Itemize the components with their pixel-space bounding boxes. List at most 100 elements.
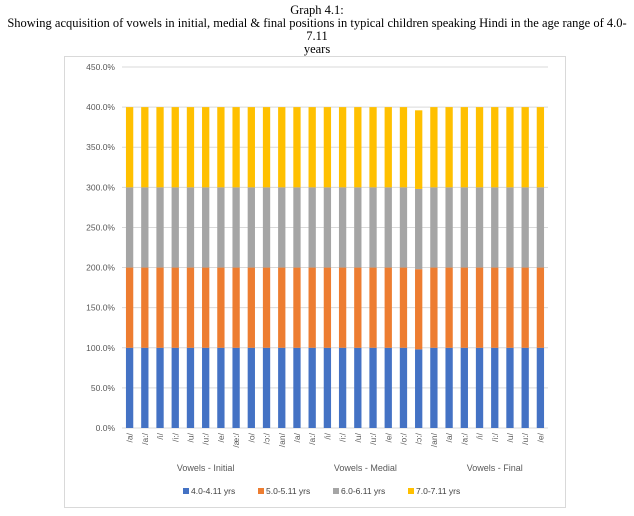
bar-segment <box>445 347 453 428</box>
bar-segment <box>156 347 164 428</box>
y-tick-label: 450.0% <box>86 62 115 72</box>
bar-segment <box>323 107 332 188</box>
bar-segment <box>262 267 271 348</box>
bar-segment <box>536 187 545 268</box>
x-tick-label: /a:/ <box>307 432 317 444</box>
y-tick-label: 150.0% <box>86 303 115 313</box>
bar-segment <box>415 188 423 270</box>
bar-segment <box>125 107 134 188</box>
x-tick-label: /i:/ <box>338 432 348 442</box>
legend-swatch <box>183 488 189 494</box>
bar-segment <box>156 107 164 188</box>
x-tick-label: /a/ <box>125 432 135 442</box>
x-tick-label: /u:/ <box>520 432 530 444</box>
bar-segment <box>171 347 179 428</box>
bar-segment <box>293 107 301 188</box>
bar-segment <box>536 267 545 348</box>
bar-segment <box>323 187 332 268</box>
bar-segment <box>141 187 149 268</box>
bar-segment <box>475 347 484 428</box>
x-tick-label: /i:/ <box>170 432 180 442</box>
legend-label: 6.0-6.11 yrs <box>341 486 385 496</box>
bar-segment <box>384 267 392 348</box>
bar-segment <box>217 347 225 428</box>
bar-segment <box>232 347 240 428</box>
bar-segment <box>445 107 453 188</box>
bar-segment <box>262 107 271 188</box>
bar-segment <box>247 187 255 268</box>
y-tick-label: 350.0% <box>86 142 115 152</box>
bar-segment <box>217 107 225 188</box>
bar-segment <box>354 187 362 268</box>
bar-segment <box>430 107 438 188</box>
x-tick-label: /i/ <box>155 432 165 439</box>
x-tick-label: /e/ <box>535 432 545 442</box>
bar-segment <box>399 347 408 428</box>
x-tick-label: /an/ <box>429 432 439 447</box>
bar-segment <box>262 347 271 428</box>
bar-segment <box>125 187 134 268</box>
bar-segment <box>202 267 210 348</box>
y-tick-label: 100.0% <box>86 343 115 353</box>
x-tick-label: /u:/ <box>201 432 211 444</box>
bar-segment <box>232 107 240 188</box>
bar-segment <box>506 267 514 348</box>
y-tick-label: 400.0% <box>86 102 115 112</box>
bar-segment <box>156 267 164 348</box>
bar-segment <box>506 107 514 188</box>
chart-frame <box>64 56 566 508</box>
bar-segment <box>415 269 423 350</box>
bar-segment <box>445 187 453 268</box>
bar-segment <box>369 107 377 188</box>
x-tick-label: /e/ <box>383 432 393 442</box>
bar-segment <box>247 267 255 348</box>
bar-segment <box>171 267 179 348</box>
y-tick-label: 300.0% <box>86 182 115 192</box>
bar-segment <box>369 347 377 428</box>
y-tick-label: 250.0% <box>86 222 115 232</box>
bar-segment <box>521 347 529 428</box>
x-tick-label: /u/ <box>353 432 363 442</box>
x-tick-label: /ɔ:/ <box>414 432 424 444</box>
bar-segment <box>384 107 392 188</box>
bar-segment <box>445 267 453 348</box>
legend-label: 4.0-4.11 yrs <box>191 486 235 496</box>
x-tick-label: /ɔ:/ <box>262 432 272 444</box>
bar-segment <box>247 107 255 188</box>
bar-segment <box>475 267 484 348</box>
bar-segment <box>384 347 392 428</box>
bar-segment <box>186 267 195 348</box>
category-group-label: Vowels - Initial <box>177 463 235 473</box>
legend-label: 5.0-5.11 yrs <box>266 486 310 496</box>
bar-segment <box>247 347 255 428</box>
bar-segment <box>475 187 484 268</box>
bar-segment <box>141 267 149 348</box>
bar-segment <box>491 267 499 348</box>
bar-segment <box>430 267 438 348</box>
bar-segment <box>141 347 149 428</box>
bar-segment <box>460 267 468 348</box>
bar-segment <box>323 347 332 428</box>
category-group-label: Vowels - Medial <box>334 463 397 473</box>
bar-segment <box>293 187 301 268</box>
bar-segment <box>399 187 408 268</box>
chart-title: Graph 4.1: Showing acquisition of vowels… <box>0 4 634 56</box>
x-tick-label: /i/ <box>475 432 485 439</box>
bar-segment <box>354 107 362 188</box>
bar-segment <box>521 267 529 348</box>
bar-segment <box>369 267 377 348</box>
legend-label: 7.0-7.11 yrs <box>416 486 460 496</box>
legend-swatch <box>408 488 414 494</box>
x-tick-label: /i/ <box>322 432 332 439</box>
y-tick-label: 200.0% <box>86 263 115 273</box>
x-tick-label: /a/ <box>292 432 302 442</box>
bar-segment <box>293 347 301 428</box>
bar-segment <box>323 267 332 348</box>
bar-segment <box>399 267 408 348</box>
bar-segment <box>156 187 164 268</box>
bar-segment <box>460 107 468 188</box>
bar-segment <box>369 187 377 268</box>
bar-segment <box>460 347 468 428</box>
bar-segment <box>338 267 347 348</box>
